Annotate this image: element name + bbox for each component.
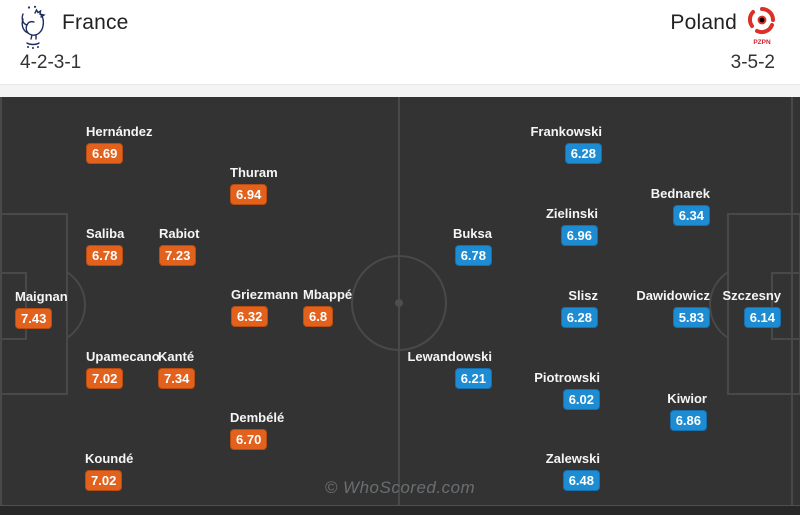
player-home: Hernández 6.69	[86, 125, 152, 164]
right-goal-line	[791, 97, 793, 505]
player-home: Dembélé 6.70	[230, 411, 284, 450]
player-rating-badge: 6.96	[560, 225, 598, 246]
player-home: Upamecano 7.02	[86, 350, 160, 389]
player-name[interactable]: Zalewski	[545, 451, 600, 466]
player-rating-badge: 6.28	[560, 307, 598, 328]
player-rating-badge: 6.86	[669, 410, 707, 431]
formation-pitch: © WhoScored.com Maignan 7.43 Hernández 6.69…	[0, 97, 800, 505]
home-team-name: France	[62, 11, 129, 34]
match-header: France 4-2-3-1 PZPN Poland 3-5-2	[0, 0, 800, 97]
player-rating-badge: 6.14	[743, 307, 781, 328]
player-away: Szczesny 6.14	[722, 289, 781, 328]
player-home: Kanté 7.34	[158, 349, 196, 389]
player-rating-badge: 7.34	[158, 368, 196, 389]
player-home: Thuram 6.94	[230, 166, 278, 205]
player-rating-badge: 6.32	[231, 306, 269, 327]
player-rating-badge: 6.21	[454, 368, 492, 389]
player-home: Mbappé 6.8	[303, 288, 352, 327]
player-name[interactable]: Maignan	[15, 289, 68, 304]
header-separator	[0, 84, 800, 97]
poland-crest-icon: PZPN	[746, 5, 778, 52]
player-away: Lewandowski 6.21	[407, 350, 492, 389]
player-rating-badge: 6.70	[230, 429, 268, 450]
player-name[interactable]: Griezmann	[231, 287, 299, 302]
bottom-strip	[0, 505, 800, 515]
player-name[interactable]: Lewandowski	[407, 349, 492, 364]
center-circle	[351, 255, 447, 351]
player-name[interactable]: Buksa	[452, 226, 492, 241]
player-name[interactable]: Rabiot	[159, 226, 200, 241]
player-name[interactable]: Kanté	[158, 349, 195, 364]
left-goal-line	[0, 97, 2, 505]
player-home: Maignan 7.43	[15, 290, 68, 329]
player-name[interactable]: Zielinski	[545, 206, 598, 221]
player-rating-badge: 7.02	[85, 470, 123, 491]
player-rating-badge: 7.23	[159, 245, 197, 266]
player-home: Koundé 7.02	[85, 452, 133, 491]
player-away: Buksa 6.78	[453, 227, 492, 266]
player-name[interactable]: Saliba	[86, 226, 125, 241]
player-rating-badge: 7.02	[86, 368, 124, 389]
pzpn-label: PZPN	[753, 39, 771, 46]
player-away: Bednarek 6.34	[651, 187, 710, 226]
player-name[interactable]: Kiwior	[667, 391, 707, 406]
player-away: Piotrowski 6.02	[534, 371, 600, 410]
france-crest-icon	[18, 5, 48, 54]
player-away: Dawidowicz 5.83	[636, 289, 710, 328]
player-name[interactable]: Bednarek	[650, 186, 710, 201]
player-name[interactable]: Piotrowski	[534, 370, 600, 385]
left-six-yard-box	[0, 272, 27, 340]
away-team-name: Poland	[670, 11, 737, 34]
away-formation: 3-5-2	[730, 52, 775, 73]
player-name[interactable]: Szczesny	[722, 288, 781, 303]
player-rating-badge: 5.83	[672, 307, 710, 328]
player-home: Griezmann 6.32	[231, 288, 298, 327]
player-rating-badge: 6.94	[230, 184, 268, 205]
player-name[interactable]: Slisz	[568, 288, 598, 303]
player-rating-badge: 6.28	[564, 143, 602, 164]
player-rating-badge: 6.78	[86, 245, 124, 266]
player-rating-badge: 6.78	[454, 245, 492, 266]
player-rating-badge: 7.43	[15, 308, 53, 329]
player-away: Frankowski 6.28	[530, 125, 602, 164]
player-name[interactable]: Hernández	[86, 124, 153, 139]
player-away: Kiwior 6.86	[667, 392, 707, 431]
left-penalty-box	[0, 213, 68, 395]
player-home: Saliba 6.78	[86, 227, 124, 266]
player-home: Rabiot 7.23	[159, 227, 199, 266]
whoscored-watermark: © WhoScored.com	[324, 478, 476, 497]
player-name[interactable]: Upamecano	[86, 349, 160, 364]
player-name[interactable]: Dawidowicz	[636, 288, 710, 303]
center-spot	[395, 299, 403, 307]
player-rating-badge: 6.69	[86, 143, 124, 164]
player-rating-badge: 6.34	[672, 205, 710, 226]
player-away: Zalewski 6.48	[546, 452, 600, 491]
player-name[interactable]: Koundé	[85, 451, 134, 466]
home-formation: 4-2-3-1	[20, 52, 82, 73]
player-name[interactable]: Thuram	[230, 165, 278, 180]
player-away: Zielinski 6.96	[546, 207, 598, 246]
player-name[interactable]: Mbappé	[303, 287, 353, 302]
player-rating-badge: 6.48	[562, 470, 600, 491]
player-rating-badge: 6.8	[303, 306, 334, 327]
player-name[interactable]: Frankowski	[530, 124, 602, 139]
player-name[interactable]: Dembélé	[230, 410, 285, 425]
player-away: Slisz 6.28	[560, 288, 598, 328]
player-rating-badge: 6.02	[562, 389, 600, 410]
